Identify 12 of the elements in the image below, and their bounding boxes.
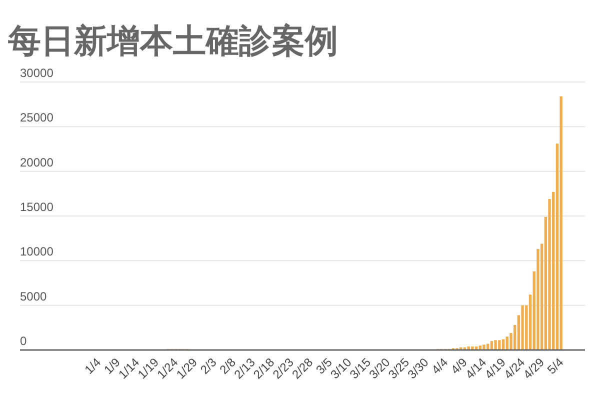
y-tick-label: 5000	[20, 289, 48, 304]
y-tick-label: 20000	[20, 155, 54, 170]
y-tick-label: 0	[20, 334, 27, 348]
x-tick-label: 5/4	[544, 354, 566, 377]
x-tick-label: 1/4	[82, 354, 104, 377]
x-tick-label: 2/3	[198, 354, 220, 377]
y-tick-label: 10000	[20, 244, 54, 259]
y-tick-label: 25000	[20, 110, 54, 125]
chart-title: 每日新增本土確診案例	[7, 22, 338, 59]
y-tick-label: 30000	[20, 66, 54, 80]
y-tick-label: 15000	[20, 200, 54, 214]
x-tick-label: 4/4	[428, 354, 451, 377]
